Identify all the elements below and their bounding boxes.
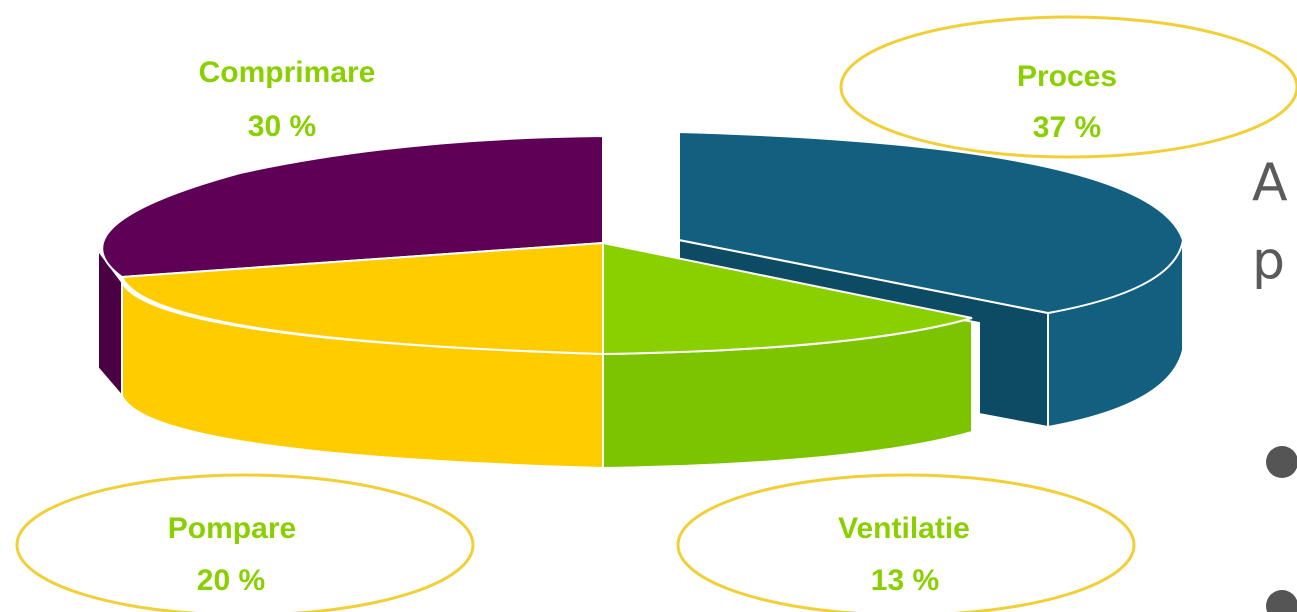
label-comprimare-value: 30 % bbox=[248, 110, 316, 143]
bullet-dot-1 bbox=[1266, 446, 1297, 478]
label-proces-value: 37 % bbox=[1033, 111, 1101, 144]
side-text-line2: p bbox=[1252, 231, 1285, 291]
side-text: A p bbox=[1252, 153, 1297, 612]
label-ventilatie-value: 13 % bbox=[871, 564, 939, 597]
side-text-line1: A bbox=[1252, 153, 1288, 213]
pie-sides bbox=[97, 238, 1184, 470]
highlight-ellipse-proces bbox=[839, 15, 1297, 159]
label-pompare-value: 20 % bbox=[197, 564, 265, 597]
label-proces-name: Proces bbox=[1017, 60, 1117, 93]
label-comprimare-name: Comprimare bbox=[199, 56, 376, 89]
label-ventilatie-name: Ventilatie bbox=[838, 512, 970, 545]
slice-proces bbox=[678, 130, 1185, 315]
slice-pompare bbox=[120, 241, 604, 356]
slice-comprimare bbox=[101, 134, 604, 279]
highlight-ellipse-pompare bbox=[15, 473, 475, 612]
pie-tops bbox=[101, 130, 1185, 356]
label-highlights bbox=[15, 15, 1297, 612]
label-pompare-name: Pompare bbox=[168, 512, 296, 545]
highlight-ellipse-ventilatie bbox=[676, 473, 1136, 612]
slice-ventilatie bbox=[602, 241, 973, 356]
slice-labels: Comprimare 30 % Proces 37 % Pompare 20 %… bbox=[168, 56, 1117, 597]
bullet-dot-2 bbox=[1266, 590, 1297, 612]
